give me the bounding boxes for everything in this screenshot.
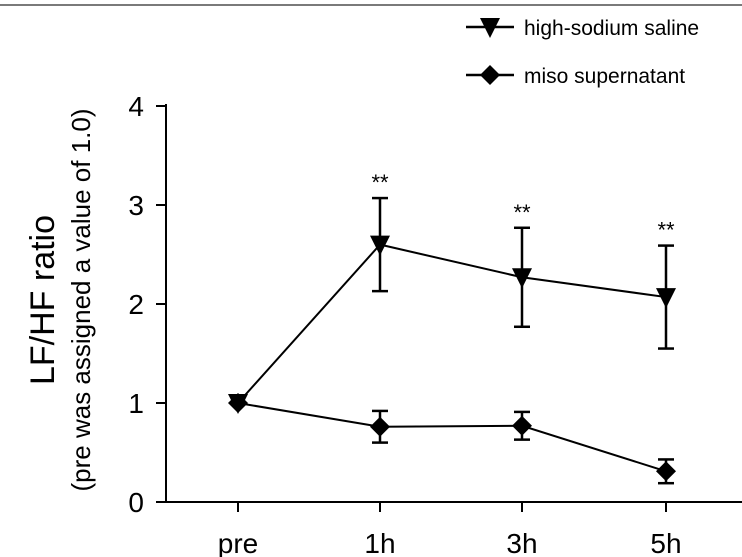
y-tick-label: 1 — [128, 388, 144, 419]
legend-label: miso supernatant — [524, 65, 685, 88]
series-line — [237, 402, 667, 473]
y-tick-label: 2 — [128, 289, 144, 320]
x-tick-label: pre — [218, 528, 258, 557]
legend: high-sodium saline miso supernatant — [466, 17, 699, 88]
data-point — [228, 393, 248, 413]
x-tick-label: 1h — [364, 528, 395, 557]
legend-marker — [480, 18, 500, 38]
y-tick-label: 3 — [128, 190, 144, 221]
data-point — [656, 461, 676, 482]
x-tick-label: 5h — [650, 528, 681, 557]
significance-label: ** — [657, 218, 675, 243]
y-tick-label: 0 — [128, 487, 144, 518]
y-tick-label: 4 — [128, 91, 144, 122]
data-point — [512, 415, 532, 436]
data-point — [512, 268, 532, 289]
legend-item: high-sodium saline — [466, 17, 699, 40]
y-axis-sublabel: (pre was assigned a value of 1.0) — [66, 109, 96, 492]
series-line — [237, 243, 667, 404]
legend-label: high-sodium saline — [524, 17, 699, 40]
y-axis-title-group: LF/HF ratio (pre was assigned a value of… — [24, 109, 96, 492]
significance-label: ** — [513, 200, 531, 225]
series-high-sodium-saline: ** ** ** — [228, 170, 676, 414]
significance-label: ** — [371, 170, 389, 195]
series-miso-supernatant — [228, 393, 676, 485]
data-point — [656, 288, 676, 309]
legend-marker — [480, 65, 500, 85]
top-border-rule — [0, 4, 742, 6]
data-point — [370, 416, 390, 437]
data-point — [370, 235, 390, 256]
axes: 0 1 2 3 4 pre 1h 3h 5h — [128, 91, 742, 557]
legend-item: miso supernatant — [466, 65, 685, 88]
x-tick-label: 3h — [506, 528, 537, 557]
y-axis-label: LF/HF ratio — [24, 215, 62, 385]
series-layer: ** ** ** — [228, 170, 676, 485]
